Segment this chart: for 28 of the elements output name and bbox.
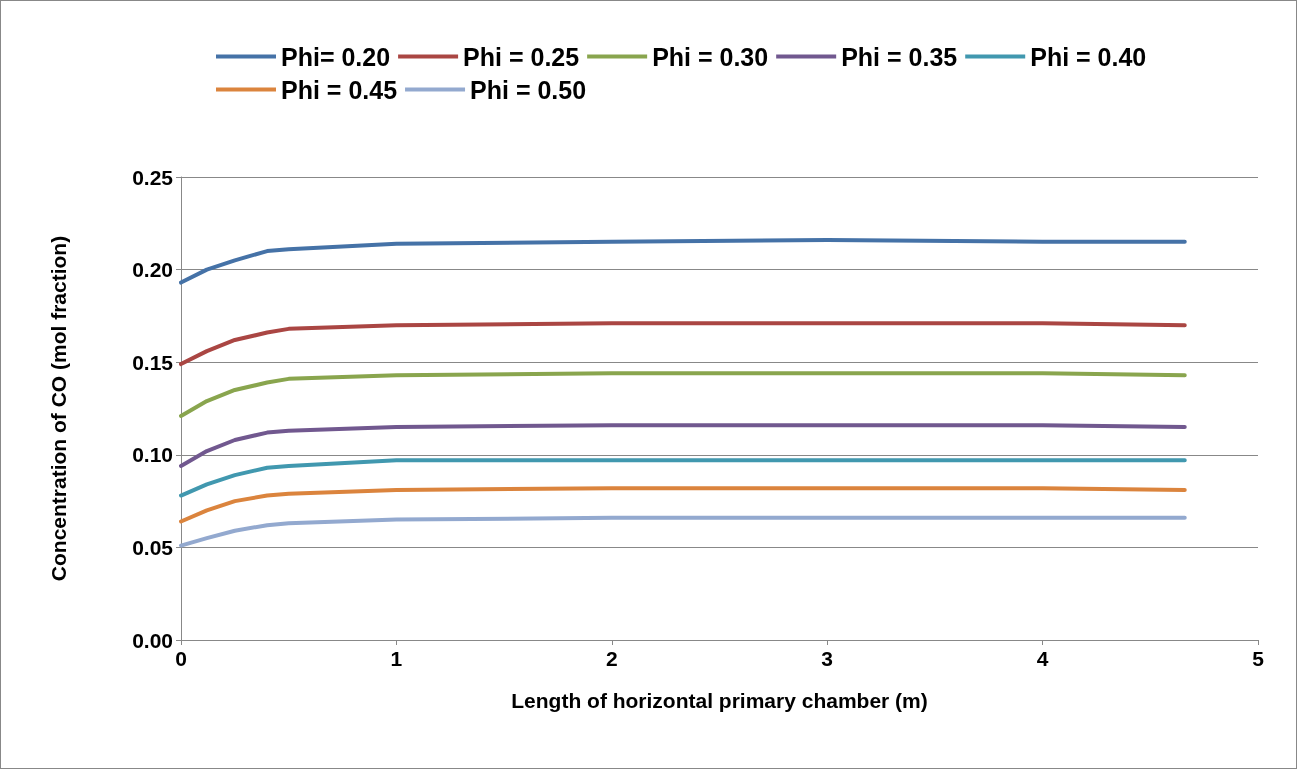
legend-label: Phi = 0.40 bbox=[1030, 42, 1147, 71]
x-tick-label: 5 bbox=[1252, 647, 1265, 670]
x-tick-label: 1 bbox=[390, 647, 403, 670]
y-tick-label: 0.15 bbox=[132, 350, 174, 374]
x-tick-label: 4 bbox=[1036, 647, 1049, 670]
legend-label: Phi = 0.25 bbox=[463, 42, 580, 71]
y-tick-label: 0.25 bbox=[132, 165, 174, 189]
line-series bbox=[179, 237, 1187, 285]
x-axis-title: Length of horizontal primary chamber (m) bbox=[511, 689, 928, 712]
x-tick-label: 3 bbox=[821, 647, 834, 670]
line-series bbox=[179, 486, 1187, 524]
y-tick-label: 0.05 bbox=[132, 535, 174, 559]
legend-label: Phi = 0.50 bbox=[470, 75, 587, 104]
y-tick-label: 0.20 bbox=[132, 258, 173, 282]
y-axis-title: Concentration of CO (mol fraction) bbox=[47, 235, 70, 582]
y-tick-label: 0.00 bbox=[132, 628, 173, 652]
line-series bbox=[179, 321, 1187, 367]
line-series bbox=[179, 515, 1187, 548]
line-series bbox=[179, 423, 1187, 468]
legend-label: Phi = 0.45 bbox=[281, 75, 398, 104]
legend-label: Phi = 0.30 bbox=[652, 42, 769, 71]
line-series bbox=[179, 458, 1187, 498]
legend-label: Phi = 0.35 bbox=[841, 42, 958, 71]
legend-label: Phi= 0.20 bbox=[281, 42, 391, 71]
y-tick-label: 0.10 bbox=[132, 443, 173, 467]
x-tick-label: 0 bbox=[175, 647, 187, 670]
x-tick-label: 2 bbox=[605, 647, 618, 670]
line-series bbox=[179, 371, 1187, 418]
